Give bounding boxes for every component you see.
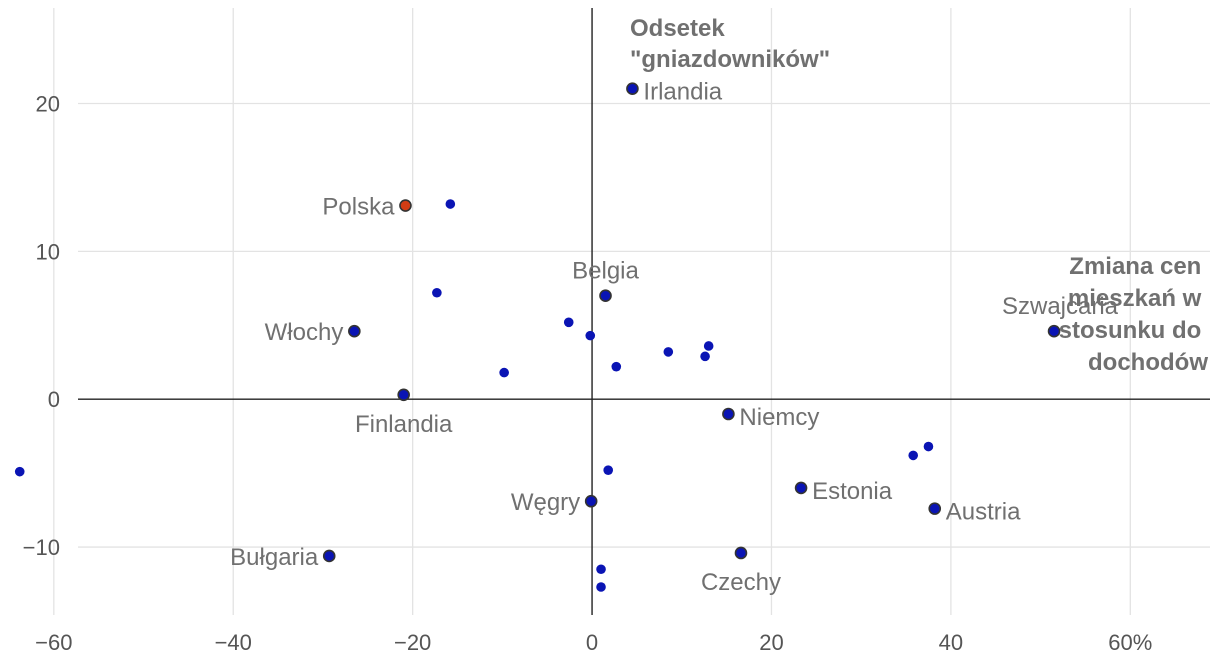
- x-axis-title-line: Zmiana cen: [1069, 253, 1201, 280]
- x-tick-label: 40: [939, 630, 963, 655]
- y-tick-label: 0: [48, 387, 60, 412]
- tick-labels: −60 −40 −20 0 20 40 60% −10 0 10 20: [23, 92, 1153, 656]
- data-point: [445, 199, 456, 209]
- point-label: Austria: [946, 499, 1021, 526]
- point-label: Irlandia: [643, 79, 722, 106]
- data-point: [663, 347, 674, 357]
- x-axis-title-line: mieszkań w: [1068, 285, 1202, 312]
- point-label: Finlandia: [355, 411, 453, 438]
- x-tick-label: 60%: [1108, 630, 1152, 655]
- point-label: Estonia: [812, 478, 893, 505]
- y-axis-title: Odsetek "gniazdowników": [630, 15, 830, 73]
- data-point: [14, 466, 25, 477]
- point-węgry: [584, 494, 598, 508]
- data-point: [585, 330, 596, 341]
- data-point: [563, 317, 574, 328]
- data-point: [432, 287, 442, 298]
- data-point: [611, 361, 622, 372]
- data-points: [14, 82, 1061, 592]
- point-label: Węgry: [511, 489, 580, 516]
- data-point: [700, 351, 710, 362]
- point-włochy: [348, 324, 361, 338]
- point-austria: [928, 502, 942, 515]
- point-labels: Irlandia Polska Belgia Włochy Szwajcaria Finl…: [230, 79, 1119, 596]
- data-point: [499, 367, 509, 378]
- point-label: Szwajcaria: [1002, 293, 1119, 320]
- point-label: Bułgaria: [230, 544, 319, 571]
- point-irlandia: [626, 82, 639, 96]
- data-point: [596, 582, 606, 592]
- point-czechy: [734, 546, 748, 560]
- y-tick-label: −10: [23, 535, 60, 560]
- x-tick-label: −20: [394, 630, 431, 655]
- zero-axes: [78, 8, 1210, 615]
- data-point: [596, 564, 606, 575]
- point-finlandia: [397, 388, 410, 402]
- point-label: Belgia: [572, 258, 639, 285]
- data-point: [603, 465, 614, 475]
- point-bułgaria: [322, 549, 336, 563]
- x-axis-title-line: dochodów: [1088, 349, 1208, 376]
- point-label: Czechy: [701, 569, 781, 596]
- y-tick-label: 20: [36, 92, 60, 117]
- point-estonia: [794, 481, 808, 495]
- x-tick-label: 20: [759, 630, 783, 655]
- data-point: [703, 341, 714, 351]
- y-axis-title-line: "gniazdowników": [630, 46, 830, 73]
- data-point: [908, 450, 919, 461]
- point-label: Niemcy: [739, 404, 819, 431]
- y-axis-title-line: Odsetek: [630, 15, 725, 42]
- y-tick-label: 10: [36, 239, 60, 264]
- x-axis-title: Zmiana cen mieszkań w stosunku do dochod…: [1059, 253, 1209, 376]
- point-belgia: [599, 289, 612, 303]
- x-tick-label: −60: [35, 630, 72, 655]
- x-tick-label: 0: [586, 630, 598, 655]
- point-polska: [399, 199, 412, 212]
- gridlines: [53, 8, 1210, 615]
- data-point: [923, 441, 934, 452]
- x-tick-label: −40: [215, 630, 252, 655]
- point-label: Polska: [322, 194, 395, 221]
- point-label: Włochy: [265, 319, 344, 346]
- point-szwajcaria: [1047, 324, 1061, 338]
- x-axis-title-line: stosunku do: [1059, 317, 1202, 344]
- point-niemcy: [722, 407, 735, 421]
